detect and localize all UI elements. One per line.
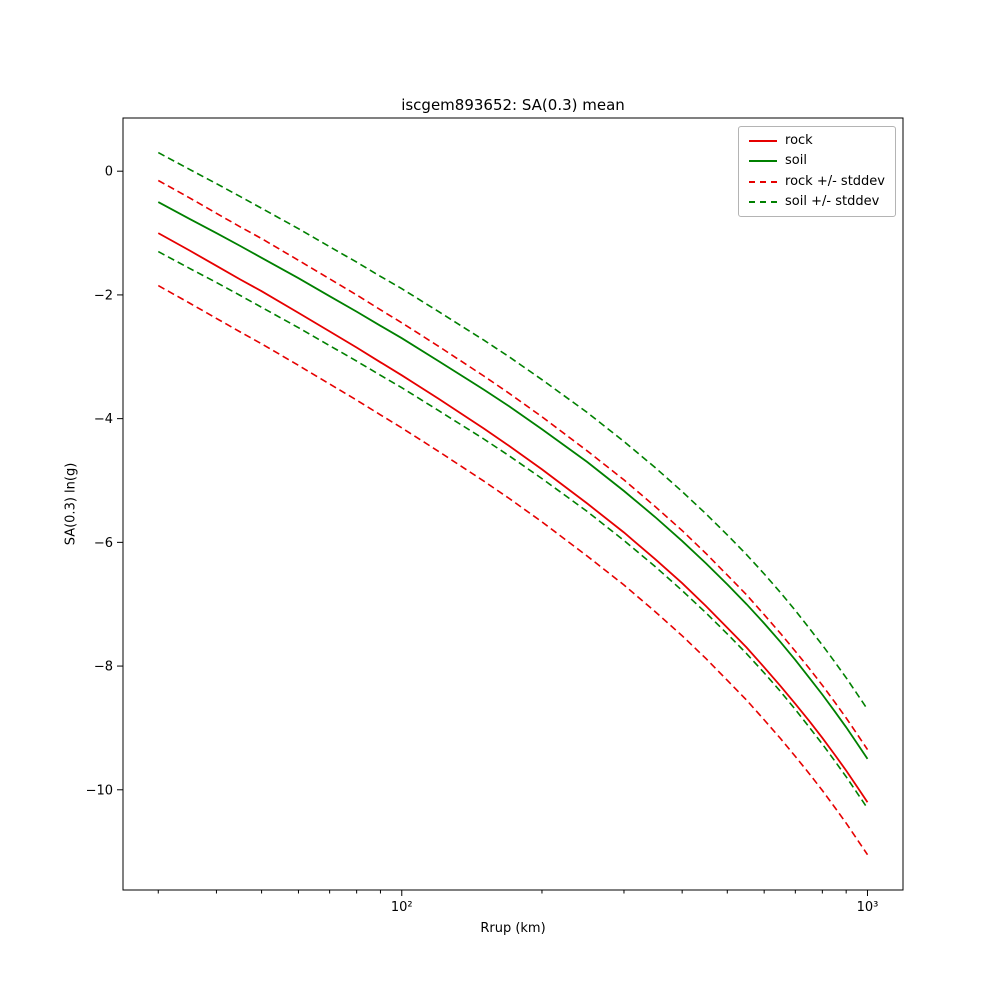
x-tick-label: 10³ [857,900,879,915]
soil-line [157,201,869,760]
y-axis-label: SA(0.3) ln(g) [63,462,79,546]
legend-label: soil +/- stddev [785,193,880,209]
x-tick-label: 10² [391,900,413,915]
y-tick-label: −8 [94,660,113,675]
legend-label: rock +/- stddev [785,173,885,189]
rock-stddev-line [157,284,869,856]
legend-item: soil +/- stddev [749,193,885,209]
y-tick-label: −6 [94,536,113,551]
y-tick-label: −4 [94,412,113,427]
axes-border [122,117,904,891]
legend-label: soil [785,153,807,169]
legend-item: soil [749,153,885,169]
y-tick-label: 0 [105,165,113,180]
x-axis-label: Rrup (km) [480,921,546,936]
legend-label: rock [785,133,813,148]
chart-title: iscgem893652: SA(0.3) mean [401,96,625,114]
legend-item: rock [749,133,885,148]
solid-line-sample-icon [749,140,778,143]
soil-stddev-line [157,250,869,809]
soil-stddev-line [157,151,869,710]
rock-line [157,232,869,803]
y-tick-label: −2 [94,288,113,303]
dashed-line-sample-icon [749,201,778,204]
legend-item: rock +/- stddev [749,173,885,189]
y-tick-label: −10 [86,783,113,798]
solid-line-sample-icon [749,160,778,163]
rock-stddev-line [157,179,869,751]
dashed-line-sample-icon [749,180,778,183]
legend: rock soil rock +/- stddev soil +/- stddev [738,126,896,218]
